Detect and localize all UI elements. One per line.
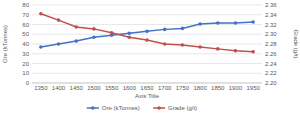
y2-tick-label: 2.22 xyxy=(265,70,277,76)
y-tick-label: 50 xyxy=(22,31,29,37)
series-marker xyxy=(74,39,78,43)
grid-line xyxy=(32,63,262,64)
y-tick-label: 80 xyxy=(22,2,29,8)
series-marker xyxy=(145,30,149,34)
x-tick-label: 1700 xyxy=(158,85,172,91)
y-tick-label: 30 xyxy=(22,51,29,57)
y2-axis-title: Grade (g/t) xyxy=(293,29,299,58)
x-tick-label: 1400 xyxy=(52,85,66,91)
legend: Ore (kTonnes) Grade (g/t) xyxy=(87,105,197,111)
y2-tick xyxy=(262,73,264,74)
series-marker xyxy=(198,22,202,26)
series-marker xyxy=(74,25,78,29)
x-tick-label: 1600 xyxy=(123,85,137,91)
x-tick-label: 1450 xyxy=(70,85,84,91)
series-marker xyxy=(251,20,255,24)
y2-tick xyxy=(262,44,264,45)
series-marker xyxy=(198,45,202,49)
y-tick-label: 0 xyxy=(26,80,30,86)
y2-tick xyxy=(262,24,264,25)
series-marker xyxy=(110,31,114,35)
series-marker xyxy=(92,27,96,31)
grid-line xyxy=(32,83,262,84)
x-tick-label: 1950 xyxy=(246,85,260,91)
y-tick-label: 20 xyxy=(22,61,29,67)
series-group xyxy=(39,12,255,54)
y-axis-title: Ore (kTonnes) xyxy=(2,25,8,63)
x-tick-label: 1500 xyxy=(87,85,101,91)
series-marker xyxy=(128,31,132,35)
y-tick-label: 60 xyxy=(22,22,29,28)
series-marker xyxy=(57,18,61,22)
series-marker xyxy=(39,45,43,49)
y2-tick xyxy=(262,5,264,6)
legend-marker xyxy=(91,106,95,110)
y2-tick xyxy=(262,53,264,54)
y2-tick-label: 2.34 xyxy=(265,12,277,18)
series-marker xyxy=(39,12,43,16)
y-tick-label: 70 xyxy=(22,12,29,18)
y2-tick xyxy=(262,34,264,35)
background xyxy=(0,0,300,116)
x-tick-label: 1750 xyxy=(176,85,190,91)
grid-line xyxy=(32,73,262,74)
series-line xyxy=(41,14,253,52)
x-tick-label: 1350 xyxy=(34,85,48,91)
y2-tick-label: 2.30 xyxy=(265,31,277,37)
y2-tick-label: 2.28 xyxy=(265,41,277,47)
y2-tick-label: 2.36 xyxy=(265,2,277,8)
series-marker xyxy=(145,38,149,42)
series-marker xyxy=(57,42,61,46)
series-marker xyxy=(163,28,167,32)
legend-label: Ore (kTonnes) xyxy=(102,105,140,111)
grid-line xyxy=(32,44,262,45)
y2-tick xyxy=(262,83,264,84)
grid-line xyxy=(32,14,262,15)
series-marker xyxy=(128,35,132,39)
y2-tick-label: 2.20 xyxy=(265,80,277,86)
grid-line xyxy=(32,5,262,6)
series-marker xyxy=(234,21,238,25)
y2-tick-label: 2.24 xyxy=(265,61,277,67)
y2-tick xyxy=(262,63,264,64)
series-marker xyxy=(181,27,185,31)
series-marker xyxy=(216,47,220,51)
series-marker xyxy=(234,49,238,53)
x-axis-title: Axis Title xyxy=(135,93,160,99)
x-tick-label: 1800 xyxy=(193,85,207,91)
x-tick-label: 1850 xyxy=(211,85,225,91)
grid-line xyxy=(32,34,262,35)
x-tick-label: 1900 xyxy=(229,85,243,91)
y2-tick-label: 2.32 xyxy=(265,22,277,28)
series-marker xyxy=(251,50,255,54)
grid-line xyxy=(32,53,262,54)
series-marker xyxy=(216,21,220,25)
x-tick-label: 1550 xyxy=(105,85,119,91)
series-marker xyxy=(163,42,167,46)
chart: 0 10 20 30 40 50 60 70 80 2.20 2.22 2.24 2.26 2.28 2.3… xyxy=(0,0,300,116)
y-tick-label: 40 xyxy=(22,41,29,47)
series-marker xyxy=(181,43,185,47)
series-marker xyxy=(92,35,96,39)
y-tick-label: 10 xyxy=(22,70,29,76)
legend-marker xyxy=(157,106,161,110)
x-tick-label: 1650 xyxy=(140,85,154,91)
grid-line xyxy=(32,24,262,25)
legend-label: Grade (g/t) xyxy=(168,105,197,111)
x-axis xyxy=(32,83,262,84)
y2-tick-label: 2.26 xyxy=(265,51,277,57)
y2-tick xyxy=(262,14,264,15)
